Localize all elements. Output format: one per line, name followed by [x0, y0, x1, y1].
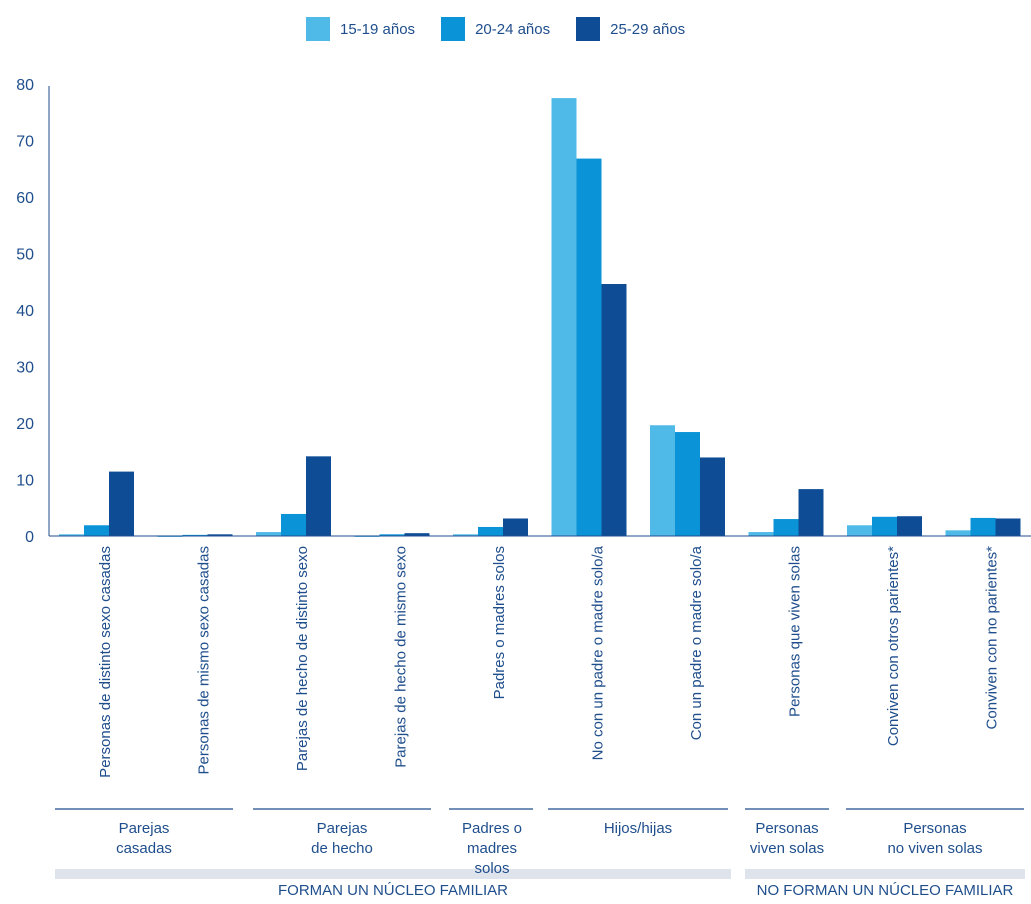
bar: [84, 525, 109, 536]
category-label: Conviven con otros parientes*: [885, 546, 902, 746]
bar: [256, 532, 281, 536]
group-label-personas-viven-solas: Personas viven solas: [749, 820, 825, 857]
y-tick-label: 80: [16, 77, 34, 94]
bar: [897, 516, 922, 536]
category-label: Conviven con no parientes*: [984, 546, 1001, 730]
group-label-personas-no-viven-solas: Personas no viven solas: [887, 820, 983, 857]
category-label: No con un padre o madre solo/a: [590, 545, 607, 760]
category-label: Padres o madres solos: [491, 546, 508, 699]
bar: [379, 534, 405, 536]
bar: [551, 98, 577, 536]
bar: [700, 457, 725, 536]
group-label-hijos-hijas: Hijos/hijas: [603, 820, 673, 837]
legend-swatch-20-24: [441, 17, 466, 41]
bar: [109, 471, 134, 536]
super-label-no-forman: NO FORMAN UN NÚCLEO FAMILIAR: [756, 882, 1014, 899]
legend-label-25-29: 25-29 años: [610, 20, 686, 38]
legend-item-25-29: 25-29 años: [576, 17, 685, 41]
bar: [748, 532, 774, 536]
y-tick-label: 30: [16, 360, 34, 377]
category-label: Personas que viven solas: [787, 546, 804, 717]
bar: [404, 533, 430, 536]
legend: 15-19 años 20-24 años 25-29 años: [306, 17, 711, 41]
category-label: Personas de mismo sexo casadas: [196, 546, 213, 774]
supergroup-bar-no-forman: [745, 869, 1025, 879]
bar: [995, 518, 1021, 536]
bar: [601, 284, 627, 536]
category-label: Personas de distinto sexo casadas: [97, 546, 114, 778]
y-tick-label: 20: [16, 416, 34, 433]
group-label-parejas-de-hecho: Parejas de hecho: [311, 820, 373, 857]
legend-swatch-15-19: [306, 17, 330, 41]
group-label-parejas-casadas: Parejas casadas: [116, 820, 172, 857]
super-label-forman: FORMAN UN NÚCLEO FAMILIAR: [277, 882, 509, 899]
y-tick-label: 50: [16, 247, 34, 264]
bar: [576, 158, 602, 536]
y-tick-label: 0: [25, 529, 34, 546]
bar: [773, 519, 799, 536]
y-tick-label: 70: [16, 134, 34, 151]
y-tick-label: 10: [16, 473, 34, 490]
legend-item-15-19: 15-19 años: [306, 17, 415, 41]
category-label: Con un padre o madre solo/a: [688, 545, 705, 740]
legend-swatch-25-29: [576, 17, 601, 41]
legend-label-15-19: 15-19 años: [340, 20, 416, 38]
bar: [453, 534, 478, 536]
bar: [798, 489, 824, 536]
legend-label-20-24: 20-24 años: [475, 20, 551, 38]
legend-item-20-24: 20-24 años: [441, 17, 550, 41]
supergroup-bar-forman: [55, 869, 731, 879]
category-label: Parejas de hecho de distinto sexo: [294, 546, 311, 771]
bar: [945, 530, 971, 536]
bar: [872, 516, 897, 536]
bar: [503, 518, 528, 536]
y-tick-label: 40: [16, 303, 34, 320]
bar: [675, 432, 700, 536]
bar: [970, 517, 996, 536]
bar: [650, 425, 675, 536]
bar: [306, 456, 331, 536]
category-label: Parejas de hecho de mismo sexo: [393, 546, 410, 768]
group-label-padres-madres-solos: Padres o madres solos: [461, 820, 523, 877]
y-tick-label: 60: [16, 190, 34, 207]
bar: [207, 534, 233, 536]
bar: [59, 534, 84, 536]
bar: [847, 525, 872, 536]
bar: [478, 526, 503, 536]
bar: [281, 513, 306, 536]
